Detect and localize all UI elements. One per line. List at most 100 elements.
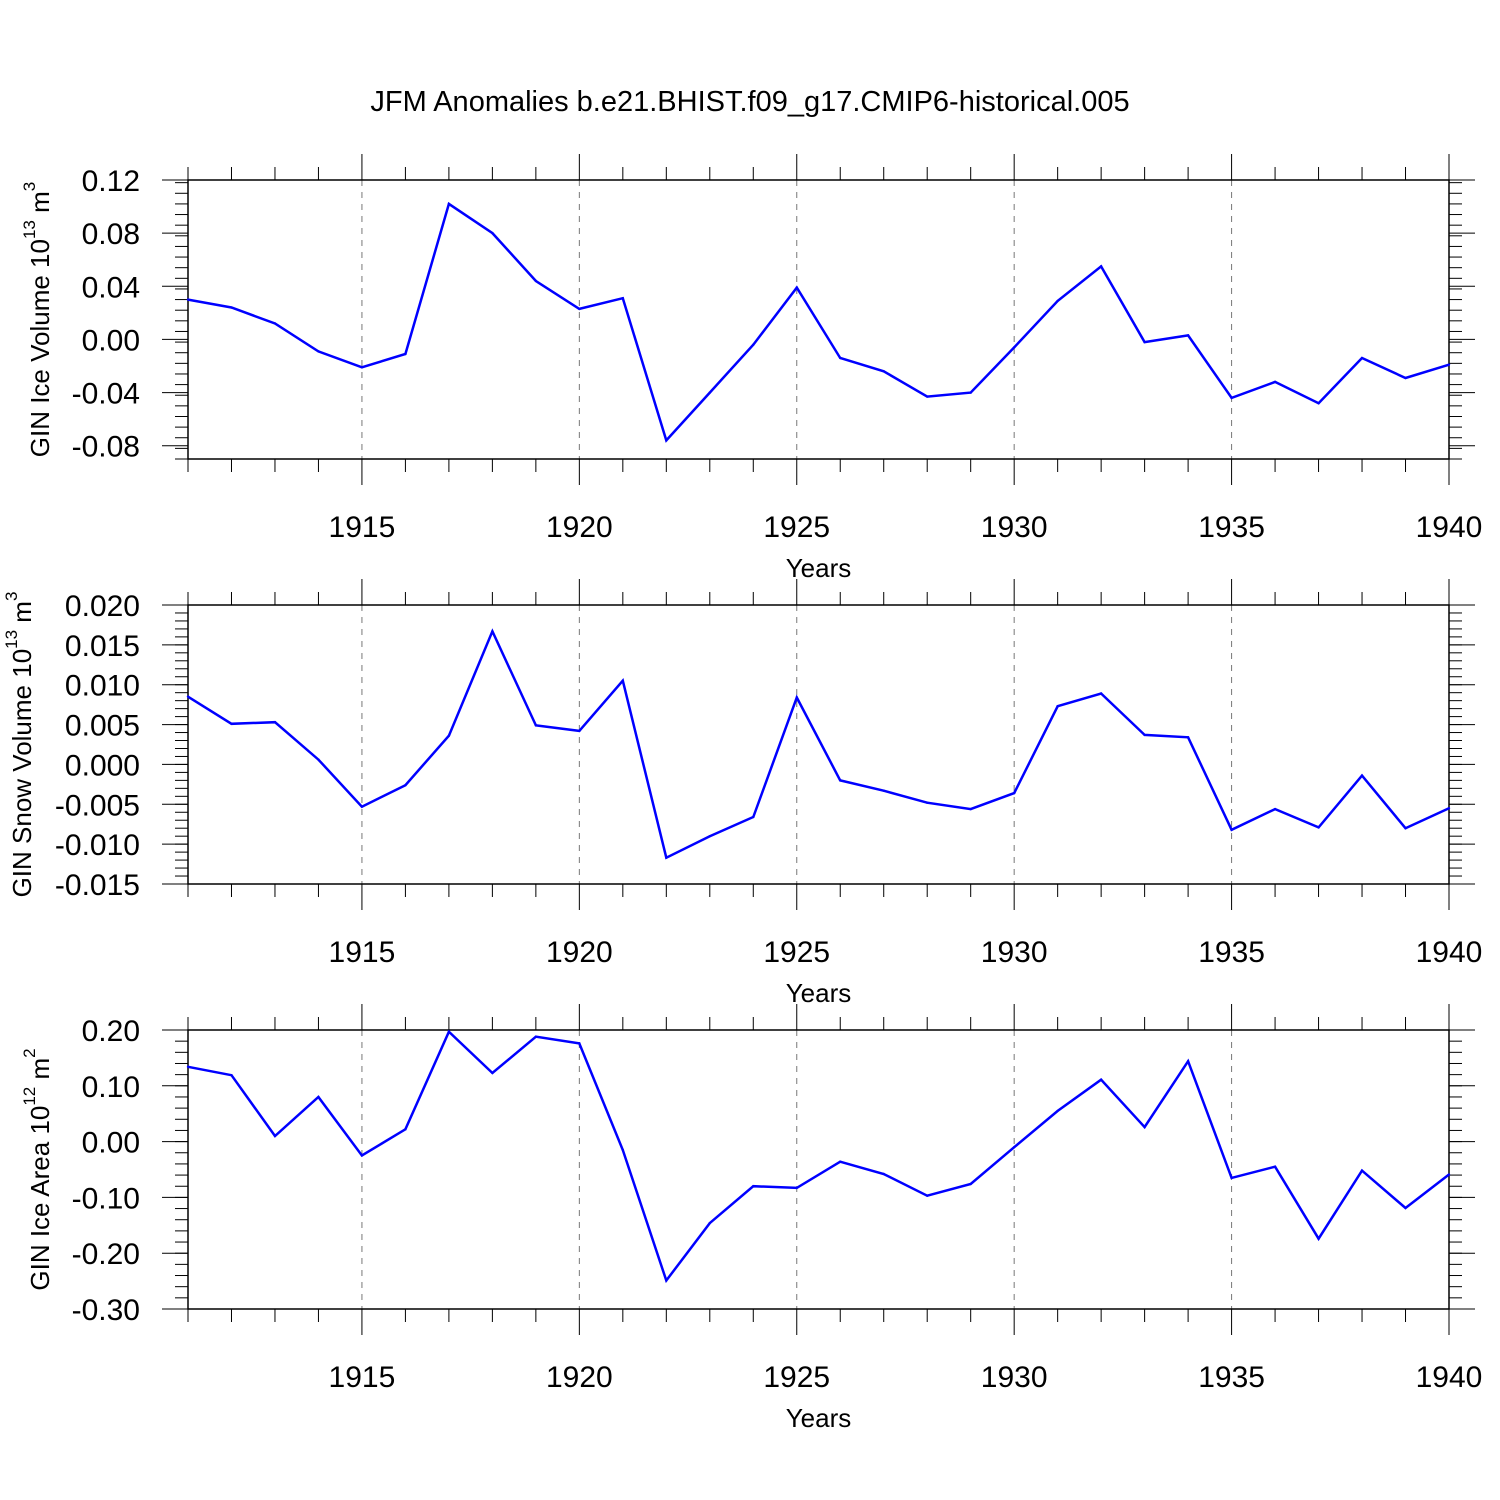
x-tick-label: 1930	[981, 936, 1048, 969]
data-point	[1317, 402, 1320, 405]
data-point	[1447, 363, 1451, 366]
y-tick-label: 0.00	[82, 324, 140, 357]
data-point	[1099, 265, 1103, 268]
y-label-text: GIN Ice Area 10	[25, 1106, 55, 1291]
data-point	[534, 279, 538, 283]
y-tick-label: 0.04	[82, 271, 140, 304]
x-tick-label: 1915	[329, 936, 396, 969]
data-point	[1317, 1237, 1320, 1240]
data-point	[360, 1154, 364, 1157]
data-point	[1273, 1165, 1277, 1168]
data-point	[1447, 807, 1451, 810]
x-axis-label: Years	[786, 978, 852, 1008]
data-point	[795, 1186, 798, 1190]
data-point	[1273, 807, 1277, 811]
x-tick-label: 1930	[981, 511, 1048, 544]
panel-1: 0.12 0.08 0.04 0.00 -0.04 -0.08 1915 1920 1925 19…	[20, 154, 1483, 583]
x-tick-label: 1935	[1198, 511, 1265, 544]
data-point	[317, 758, 320, 761]
data-point	[1447, 1173, 1451, 1176]
y-label-superscript: 12	[20, 1087, 39, 1106]
data-point	[230, 722, 233, 725]
y-tick-label: 0.020	[65, 590, 140, 623]
y-label-text: GIN Ice Volume 10	[25, 239, 55, 457]
data-point	[578, 1042, 581, 1045]
plot-frame	[187, 604, 1450, 885]
data-point	[708, 391, 711, 394]
panel-2: 0.020 0.015 0.010 0.005 0.000 -0.005 -0.010 -0.…	[2, 579, 1482, 1008]
data-point	[621, 297, 625, 300]
plot-frame	[187, 179, 1450, 460]
x-tick-label: 1915	[329, 1361, 396, 1394]
x-tick-label: 1925	[763, 936, 830, 969]
data-point	[491, 630, 494, 633]
data-point	[1230, 396, 1233, 400]
data-point	[839, 356, 842, 360]
data-point	[665, 439, 668, 442]
x-tick-label: 1940	[1416, 1361, 1483, 1394]
data-point	[1404, 1206, 1407, 1210]
x-tick-label: 1915	[329, 511, 396, 544]
data-point	[534, 724, 538, 727]
data-point	[404, 1128, 407, 1131]
y-label-superscript: 13	[20, 220, 39, 239]
data-point	[1186, 736, 1190, 739]
x-tick-label: 1920	[546, 511, 613, 544]
x-tick-label: 1935	[1198, 936, 1265, 969]
data-point	[1317, 826, 1320, 829]
data-point	[1273, 380, 1277, 384]
data-point	[795, 696, 798, 699]
y-label-text: GIN Snow Volume 10	[7, 649, 37, 898]
data-point	[969, 807, 972, 811]
y-axis-label: GIN Ice Volume 1013 m3	[20, 182, 56, 458]
data-point	[882, 789, 885, 792]
y-tick-label: 0.015	[65, 630, 140, 663]
data-point	[273, 322, 277, 325]
x-tick-label: 1920	[546, 936, 613, 969]
data-point	[752, 1185, 755, 1188]
data-point	[447, 202, 451, 206]
data-point	[1404, 376, 1407, 380]
data-point	[621, 1148, 625, 1152]
data-point	[665, 1279, 668, 1282]
x-tick-label: 1935	[1198, 1361, 1265, 1394]
x-tick-label: 1930	[981, 1361, 1048, 1394]
data-point	[1230, 828, 1233, 831]
data-point	[882, 370, 885, 373]
y-label-text: m	[25, 191, 55, 220]
data-point	[926, 1194, 929, 1197]
panel-3: 0.20 0.10 0.00 -0.10 -0.20 -0.30 1915 1920 1925 1…	[20, 1004, 1483, 1433]
y-tick-label: 0.000	[65, 749, 140, 782]
y-label-superscript: 2	[20, 1048, 39, 1057]
y-label-superscript: 3	[2, 592, 21, 601]
y-tick-label: -0.08	[72, 431, 140, 464]
data-point	[317, 350, 320, 353]
data-point	[1404, 827, 1407, 830]
data-point	[273, 1134, 277, 1138]
y-tick-label: -0.04	[72, 378, 140, 411]
x-tick-label: 1940	[1416, 511, 1483, 544]
data-point	[752, 815, 755, 819]
data-point	[1012, 791, 1016, 795]
data-point	[1056, 1109, 1059, 1113]
y-tick-label: -0.30	[72, 1294, 140, 1327]
data-point	[360, 805, 364, 808]
x-tick-label: 1925	[763, 1361, 830, 1394]
data-point	[360, 366, 364, 369]
series-line	[187, 1029, 1450, 1284]
data-point	[578, 307, 581, 311]
data-point	[1143, 340, 1146, 344]
data-point	[186, 1065, 190, 1069]
y-tick-label: 0.12	[82, 165, 140, 198]
data-point	[1056, 299, 1059, 303]
y-tick-label: -0.005	[55, 789, 140, 822]
data-point	[1012, 1145, 1016, 1149]
data-point	[186, 695, 190, 698]
x-tick-label: 1925	[763, 511, 830, 544]
data-point	[578, 729, 581, 733]
y-tick-label: -0.010	[55, 829, 140, 862]
data-point	[404, 352, 407, 356]
data-point	[1143, 1125, 1146, 1129]
data-point	[752, 343, 755, 346]
y-label-text: m	[7, 601, 37, 630]
